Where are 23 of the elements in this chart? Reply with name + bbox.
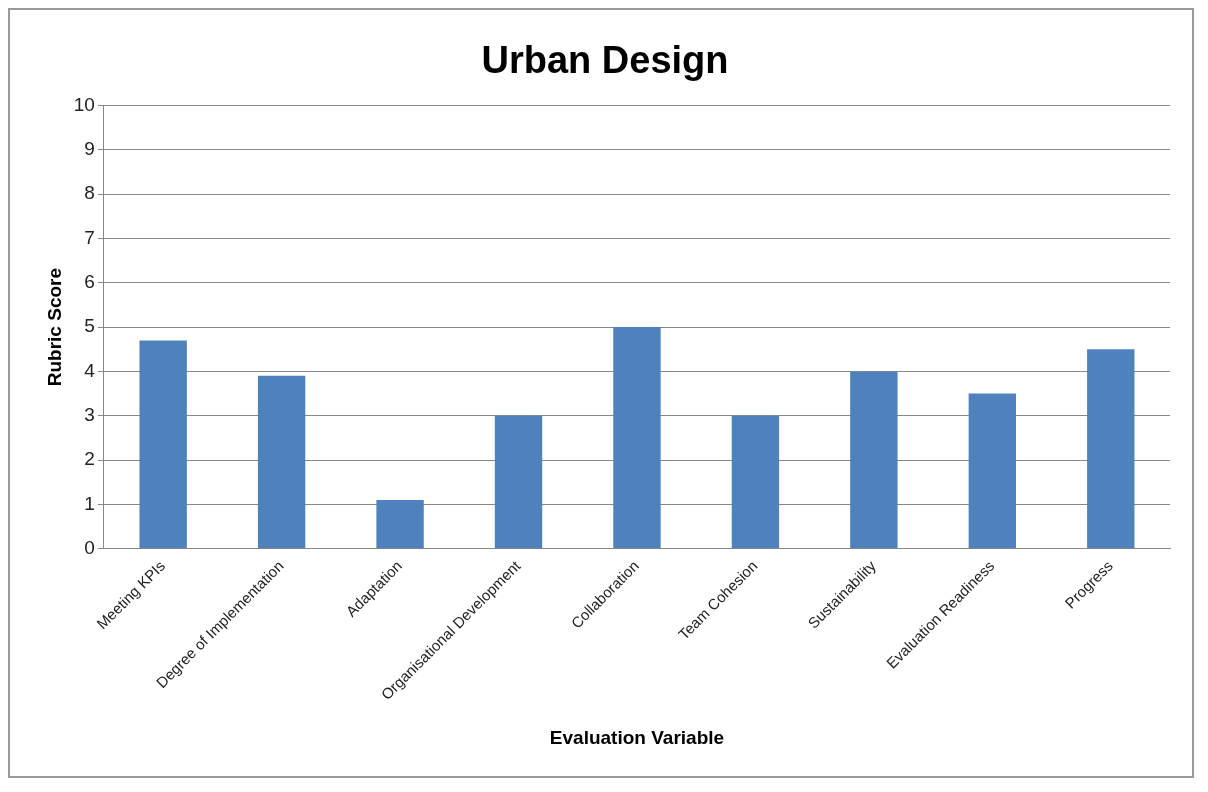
y-tick-label: 6 [84, 271, 95, 293]
y-tick-label: 7 [84, 226, 95, 248]
x-axis-title: Evaluation Variable [549, 726, 725, 748]
y-tick-label: 5 [84, 315, 95, 337]
bar [1087, 349, 1135, 549]
y-tick-label: 0 [84, 536, 95, 558]
y-tick-label: 8 [84, 182, 95, 204]
y-tick-label: 4 [84, 359, 96, 381]
bar [494, 415, 543, 549]
bar [731, 415, 780, 549]
y-tick-label: 9 [84, 138, 95, 160]
bar [139, 340, 187, 549]
y-tick-label: 10 [73, 93, 95, 115]
chart-title: Urban Design [481, 39, 729, 82]
y-tick-label: 1 [84, 492, 95, 514]
y-tick-label: 2 [84, 448, 95, 470]
bar [376, 499, 424, 549]
bar [850, 371, 898, 549]
y-tick-label: 3 [84, 403, 95, 425]
bar [613, 327, 661, 549]
y-axis-title: Rubric Score [43, 267, 65, 387]
bar [968, 393, 1017, 549]
bar [257, 375, 306, 549]
